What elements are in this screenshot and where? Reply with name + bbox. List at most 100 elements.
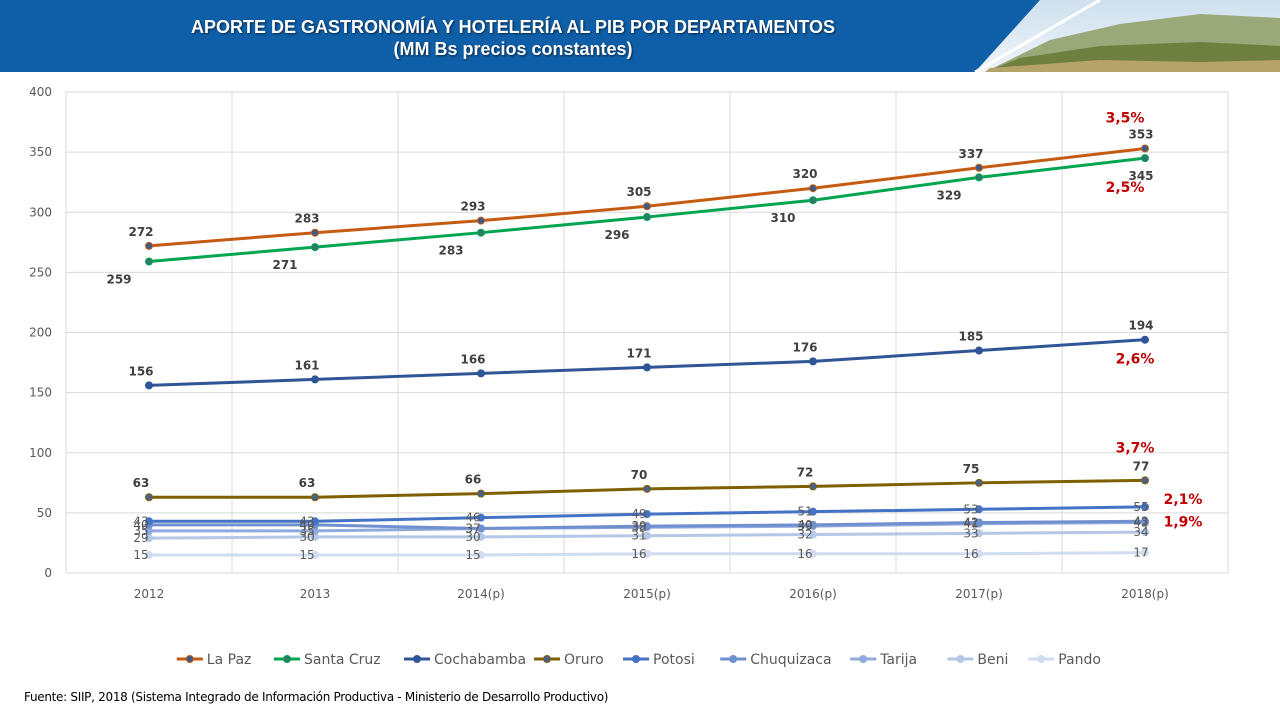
- data-label: 63: [299, 476, 316, 490]
- data-point: [311, 517, 319, 526]
- data-label: 30: [299, 530, 314, 544]
- chart-svg: 0 50 100 150 200 250 300 350 400 2012 2013 2014(p) 2…: [29, 85, 1229, 668]
- legend-marker: [729, 655, 738, 663]
- data-point: [477, 532, 485, 541]
- legend-marker: [859, 655, 868, 663]
- data-label: 176: [792, 340, 817, 354]
- data-label: 161: [294, 358, 319, 372]
- data-label: 35: [299, 524, 314, 538]
- data-label: 75: [963, 462, 980, 476]
- data-label: 310: [770, 211, 795, 225]
- data-point: [145, 241, 153, 250]
- data-label: 283: [294, 212, 319, 226]
- data-point: [1141, 144, 1149, 153]
- y-tick-label: 0: [44, 566, 52, 580]
- legend-marker: [413, 655, 421, 663]
- data-point: [975, 549, 983, 558]
- data-label: 40: [299, 518, 314, 532]
- data-label: 43: [299, 514, 314, 528]
- y-tick-label: 100: [29, 446, 52, 460]
- data-label: 42: [1133, 515, 1148, 529]
- legend-label: Oruro: [564, 652, 604, 668]
- data-point: [477, 489, 485, 498]
- data-point: [975, 529, 983, 538]
- legend-marker: [632, 655, 640, 663]
- legend-label: Beni: [977, 652, 1008, 668]
- legend-label: Potosi: [653, 652, 695, 668]
- data-point: [809, 184, 817, 193]
- data-label: 51: [797, 505, 812, 519]
- data-point: [643, 522, 651, 531]
- data-label: 40: [797, 518, 812, 532]
- legend-label: Chuquizaca: [750, 652, 831, 668]
- data-label: 345: [1128, 169, 1153, 183]
- data-point: [809, 530, 817, 539]
- data-label: 39: [797, 519, 812, 533]
- title-line-1: APORTE DE GASTRONOMÍA Y HOTELERÍA AL PIB…: [190, 17, 836, 37]
- data-label: 40: [133, 518, 148, 532]
- data-label: 66: [465, 473, 482, 487]
- data-label: 63: [133, 476, 150, 490]
- data-label: 171: [626, 346, 651, 360]
- data-point: [477, 513, 485, 522]
- data-label: 166: [460, 352, 485, 366]
- data-label: 31: [631, 529, 646, 543]
- data-point: [145, 517, 153, 526]
- x-tick-label: 2013: [300, 587, 331, 601]
- data-label: 43: [1133, 514, 1148, 528]
- legend-marker: [185, 655, 194, 663]
- data-point: [809, 549, 817, 558]
- legend-label: Tarija: [879, 652, 917, 668]
- y-tick-label: 200: [29, 326, 52, 340]
- data-label: 70: [631, 468, 648, 482]
- data-label: 37: [465, 522, 480, 536]
- data-point: [477, 228, 485, 237]
- data-point: [477, 524, 485, 533]
- y-tick-label: 350: [29, 145, 52, 159]
- x-tick-label: 2017(p): [955, 587, 1003, 601]
- y-tick-label: 300: [29, 205, 52, 219]
- data-point: [643, 549, 651, 558]
- x-tick-label: 2016(p): [789, 587, 837, 601]
- source-note: Fuente: SIIP, 2018 (Sistema Integrado de…: [24, 690, 609, 704]
- data-label: 329: [936, 188, 961, 202]
- data-point: [643, 510, 651, 519]
- data-point: [809, 482, 817, 491]
- data-point: [975, 478, 983, 487]
- data-point: [1141, 154, 1149, 163]
- legend-marker: [956, 655, 965, 663]
- data-point: [809, 196, 817, 205]
- growth-annotation: 3,7%: [1116, 440, 1155, 456]
- data-point: [643, 363, 651, 372]
- header-banner: APORTE DE GASTRONOMÍA Y HOTELERÍA AL PIB…: [0, 0, 1280, 74]
- data-point: [145, 550, 153, 559]
- x-tick-label: 2014(p): [457, 587, 505, 601]
- data-point: [311, 243, 319, 252]
- data-label: 283: [438, 244, 463, 258]
- data-label: 156: [128, 364, 153, 378]
- data-label: 46: [465, 511, 480, 525]
- chart-title: APORTE DE GASTRONOMÍA Y HOTELERÍA AL PIB…: [0, 16, 1026, 60]
- data-point: [477, 550, 485, 559]
- data-label: 30: [465, 530, 480, 544]
- data-label: 185: [958, 330, 983, 344]
- data-label: 32: [797, 528, 812, 542]
- y-tick-label: 400: [29, 85, 52, 99]
- data-label: 33: [963, 526, 978, 540]
- legend-label: Santa Cruz: [304, 652, 381, 668]
- data-point: [1141, 502, 1149, 511]
- data-label: 272: [128, 225, 153, 239]
- growth-annotation: 2,5%: [1106, 180, 1145, 196]
- data-point: [1141, 517, 1149, 526]
- data-point: [477, 216, 485, 225]
- x-tick-label: 2018(p): [1121, 587, 1169, 601]
- data-label: 16: [631, 547, 646, 561]
- data-point: [643, 202, 651, 211]
- data-point: [1141, 548, 1149, 557]
- data-label: 353: [1128, 128, 1153, 142]
- data-point: [477, 369, 485, 378]
- data-point: [311, 550, 319, 559]
- data-label: 16: [797, 547, 812, 561]
- data-point: [643, 531, 651, 540]
- data-label: 34: [1133, 525, 1148, 539]
